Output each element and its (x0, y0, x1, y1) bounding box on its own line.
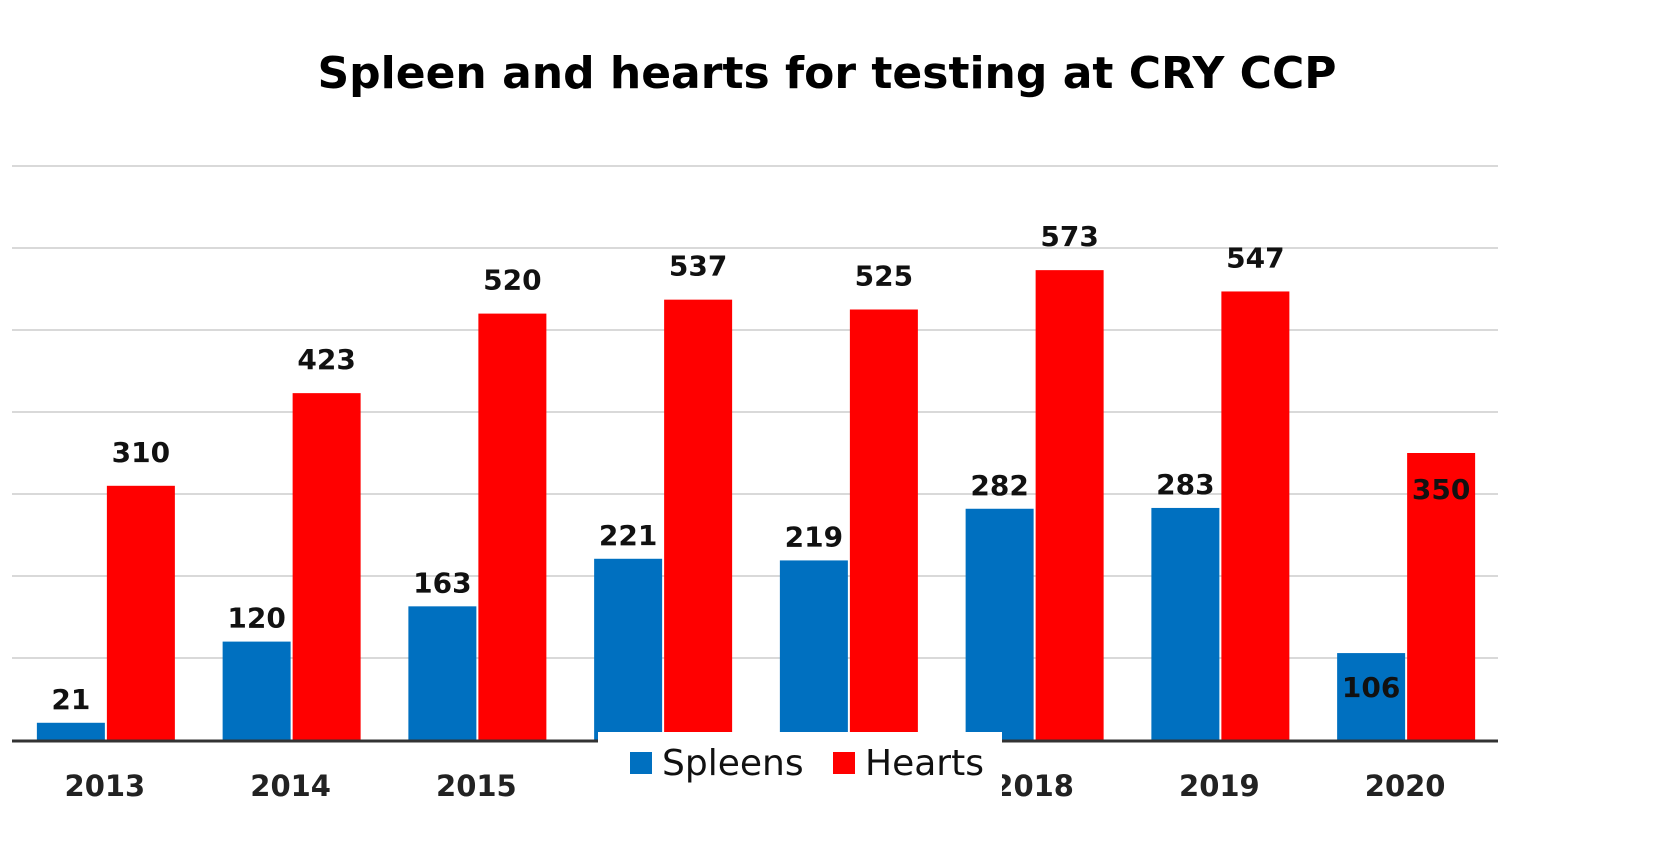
bar-hearts (106, 485, 175, 740)
bar-hearts (664, 299, 733, 740)
x-tick-label: 2018 (993, 769, 1074, 803)
bar-spleens (222, 641, 291, 740)
x-tick-label: 2013 (65, 769, 146, 803)
data-label-hearts: 537 (669, 250, 727, 283)
x-tick-label: 2014 (250, 769, 331, 803)
bar-spleens (1151, 507, 1220, 740)
bar-spleens (779, 560, 848, 740)
bar-hearts (1221, 291, 1290, 740)
bar-spleens (36, 722, 105, 740)
data-label-hearts: 525 (855, 260, 913, 293)
data-label-spleens: 21 (51, 683, 90, 716)
data-label-hearts: 310 (112, 436, 170, 469)
bar-hearts (478, 313, 547, 740)
data-label-spleens: 221 (599, 519, 657, 552)
legend-background (598, 732, 1002, 804)
x-tick-label: 2015 (436, 769, 517, 803)
bar-spleens (594, 558, 663, 740)
legend-label: Spleens (662, 743, 804, 784)
data-label-spleens: 163 (413, 566, 471, 599)
chart-title: Spleen and hearts for testing at CRY CCP (317, 48, 1336, 99)
gridlines (12, 165, 1498, 659)
legend-label: Hearts (865, 743, 984, 784)
bar-spleens (408, 606, 477, 740)
bars (36, 270, 1476, 740)
data-labels: 21 310 120 423 163 520 221 537 219 525 282 573 283 54… (51, 220, 1470, 716)
data-label-spleens: 282 (970, 469, 1028, 502)
x-tick-label: 2019 (1179, 769, 1260, 803)
data-label-spleens: 120 (227, 602, 285, 635)
bar-spleens (1337, 653, 1406, 740)
data-label-hearts: 573 (1040, 220, 1098, 253)
data-label-hearts: 423 (297, 343, 355, 376)
bar-spleens (965, 508, 1034, 740)
bar-hearts (849, 309, 918, 740)
data-label-spleens: 219 (785, 520, 843, 553)
x-tick-label: 2020 (1365, 769, 1446, 803)
bar-hearts (1035, 270, 1104, 740)
legend: Spleens Hearts (598, 732, 1002, 804)
data-label-hearts: 547 (1226, 241, 1284, 274)
data-label-spleens: 106 (1342, 671, 1400, 704)
x-axis: 2013 2014 2015 2018 2019 2020 (12, 739, 1498, 803)
data-label-spleens: 283 (1156, 468, 1214, 501)
data-label-hearts: 520 (483, 264, 541, 297)
bar-hearts (292, 393, 361, 740)
legend-swatch (630, 752, 652, 774)
data-label-hearts: 350 (1412, 473, 1470, 506)
bar-hearts (1407, 453, 1476, 740)
legend-swatch (833, 752, 855, 774)
